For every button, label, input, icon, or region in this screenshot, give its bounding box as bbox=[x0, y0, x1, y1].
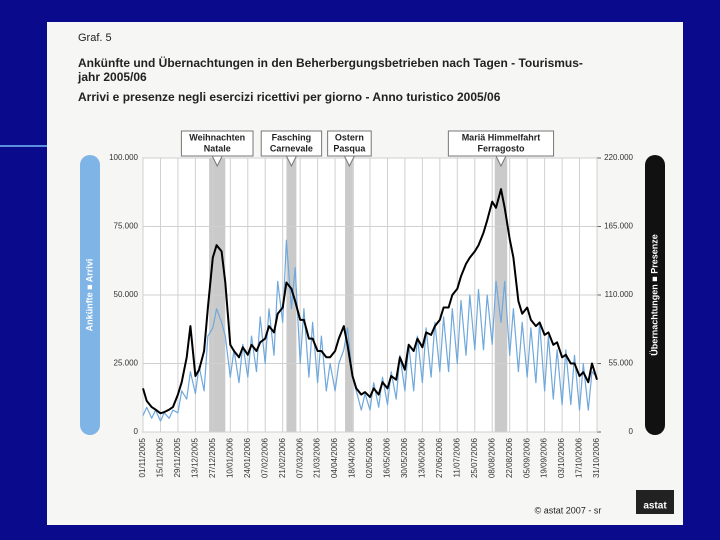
annotation-label: Pasqua bbox=[333, 143, 366, 153]
x-tick-label: 02/05/2006 bbox=[365, 437, 374, 478]
y2-tick-label: 220.000 bbox=[604, 153, 633, 162]
plot: 0 25.000 50.000 75.000 100.000 0 55.000 110.000… bbox=[109, 130, 634, 478]
x-tick-label: 21/03/2006 bbox=[313, 437, 322, 478]
annotation-label: Ferragosto bbox=[477, 143, 525, 153]
x-tick-label: 25/07/2006 bbox=[470, 437, 479, 478]
x-tick-label: 17/10/2006 bbox=[575, 437, 584, 478]
x-tick-label: 07/02/2006 bbox=[260, 437, 269, 478]
series-line bbox=[142, 188, 598, 415]
x-tick-label: 01/11/2005 bbox=[138, 437, 147, 477]
y2-tick-label: 110.000 bbox=[605, 290, 634, 299]
x-tick-label: 10/01/2006 bbox=[225, 437, 234, 478]
y2-tick-label: 55.000 bbox=[609, 359, 634, 368]
chart-title: jahr 2005/06 bbox=[77, 70, 147, 84]
y-tick-label: 0 bbox=[134, 427, 139, 436]
annotation-label: Ostern bbox=[335, 132, 364, 142]
chart-title: Ankünfte und Übernachtungen in den Beher… bbox=[78, 55, 583, 70]
annotation-label: Carnevale bbox=[270, 143, 313, 153]
x-tick-label: 07/03/2006 bbox=[295, 437, 304, 478]
x-tick-label: 13/06/2006 bbox=[417, 437, 426, 478]
x-tick-label: 15/11/2005 bbox=[156, 437, 165, 477]
x-tick-label: 03/10/2006 bbox=[557, 437, 566, 478]
y2-tick-label: 165.000 bbox=[604, 222, 633, 231]
x-tick-label: 22/08/2006 bbox=[505, 437, 514, 478]
chart-subtitle: Arrivi e presenze negli esercizi ricetti… bbox=[78, 90, 501, 104]
x-tick-label: 19/09/2006 bbox=[540, 437, 549, 478]
x-tick-label: 24/01/2006 bbox=[243, 437, 252, 478]
y-tick-label: 100.000 bbox=[109, 153, 138, 162]
annotation-box bbox=[327, 130, 372, 157]
source: © astat 2007 - sr bbox=[535, 505, 602, 515]
y-tick-label: 50.000 bbox=[114, 290, 139, 299]
y-axis-pill bbox=[80, 155, 100, 435]
x-tick-label: 18/04/2006 bbox=[348, 437, 357, 478]
x-tick-label: 05/09/2006 bbox=[522, 437, 531, 478]
logo-box bbox=[636, 490, 674, 514]
x-tick-label: 11/07/2006 bbox=[452, 437, 461, 477]
annotation-box bbox=[180, 130, 254, 157]
y2-tick-label: 0 bbox=[629, 427, 634, 436]
x-tick-label: 30/05/2006 bbox=[400, 437, 409, 478]
x-tick-label: 27/12/2005 bbox=[208, 437, 217, 478]
x-tick-label: 08/08/2006 bbox=[487, 437, 496, 478]
y-tick-label: 75.000 bbox=[114, 222, 139, 231]
annotation-label: Natale bbox=[204, 143, 231, 153]
x-tick-label: 16/05/2006 bbox=[383, 437, 392, 478]
x-tick-label: 04/04/2006 bbox=[330, 437, 339, 478]
y2-axis-pill bbox=[645, 155, 665, 435]
annotation-label: Fasching bbox=[272, 132, 312, 142]
x-tick-label: 31/10/2006 bbox=[592, 437, 601, 478]
logo: astat bbox=[643, 501, 667, 512]
annotation-label: Weihnachten bbox=[189, 132, 245, 142]
x-tick-label: 21/02/2006 bbox=[278, 437, 287, 478]
x-tick-label: 29/11/2005 bbox=[173, 437, 182, 477]
annotation-box bbox=[447, 130, 555, 157]
chart-label: Graf. 5 bbox=[78, 32, 112, 44]
y2-axis-label: Übernachtungen ■ Presenze bbox=[649, 234, 659, 355]
annotation-box bbox=[260, 130, 323, 157]
series-line bbox=[142, 239, 598, 422]
y-axis-label: Ankünfte ■ Arrivi bbox=[84, 259, 94, 332]
y-tick-label: 25.000 bbox=[114, 359, 139, 368]
annotation-label: Mariä Himmelfahrt bbox=[462, 132, 541, 142]
x-tick-label: 27/06/2006 bbox=[435, 437, 444, 478]
x-tick-label: 13/12/2005 bbox=[190, 437, 199, 478]
